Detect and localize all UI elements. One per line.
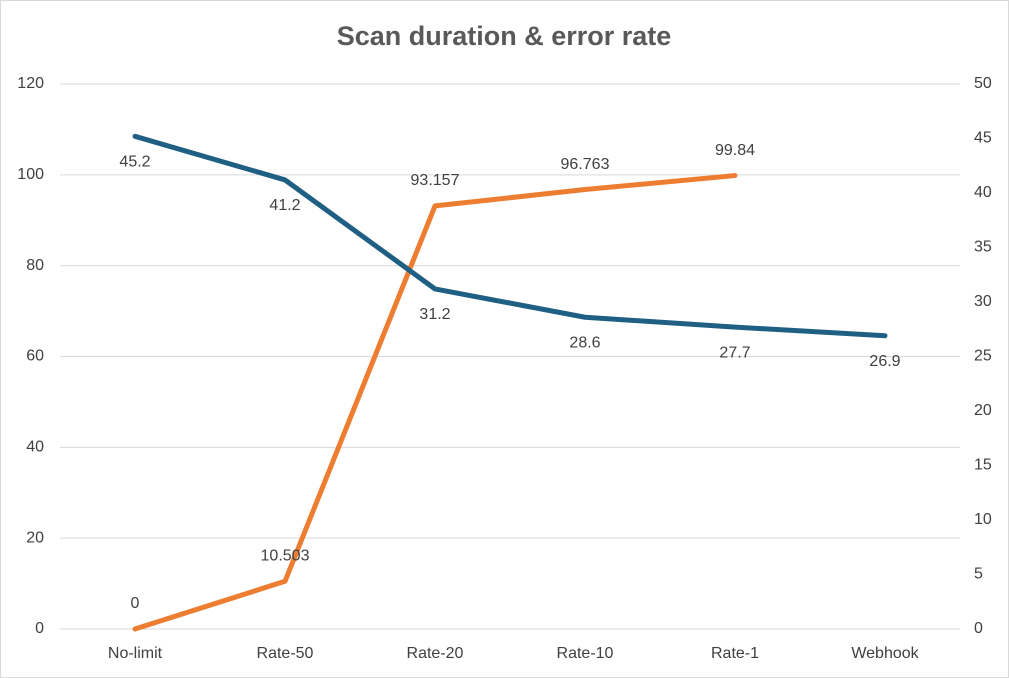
- y2-tick-label: 45: [974, 130, 992, 147]
- y2-tick-label: 5: [974, 566, 983, 583]
- x-tick-label: No-limit: [108, 645, 163, 662]
- y-tick-label: 120: [17, 75, 44, 92]
- y-tick-label: 40: [26, 439, 44, 456]
- y2-tick-label: 0: [974, 620, 983, 637]
- y2-tick-label: 10: [974, 511, 992, 528]
- chart-title: Scan duration & error rate: [337, 21, 672, 51]
- y-tick-label: 60: [26, 348, 44, 365]
- data-label: 26.9: [869, 353, 900, 370]
- data-label: 10.503: [261, 548, 310, 565]
- y2-tick-label: 35: [974, 239, 992, 256]
- data-label: 45.2: [119, 154, 150, 171]
- y2-tick-label: 50: [974, 75, 992, 92]
- x-tick-label: Webhook: [851, 645, 919, 662]
- x-tick-label: Rate-20: [407, 645, 464, 662]
- data-label: 27.7: [719, 344, 750, 361]
- y2-tick-label: 15: [974, 457, 992, 474]
- y-tick-label: 100: [17, 166, 44, 183]
- series-line: [132, 173, 738, 632]
- data-label: 0: [131, 595, 140, 612]
- data-label: 31.2: [419, 306, 450, 323]
- data-label: 93.157: [411, 172, 460, 189]
- data-label: 41.2: [269, 197, 300, 214]
- y-tick-label: 0: [35, 620, 44, 637]
- y2-tick-label: 20: [974, 402, 992, 419]
- data-label: 28.6: [569, 334, 600, 351]
- y2-tick-label: 30: [974, 293, 992, 310]
- series-line: [132, 133, 888, 339]
- y-tick-label: 20: [26, 529, 44, 546]
- x-tick-label: Rate-50: [257, 645, 314, 662]
- data-label: 96.763: [561, 156, 610, 173]
- x-tick-label: Rate-10: [557, 645, 614, 662]
- data-label: 99.84: [715, 142, 755, 159]
- x-tick-label: Rate-1: [711, 645, 759, 662]
- y-tick-label: 80: [26, 257, 44, 274]
- y2-tick-label: 25: [974, 348, 992, 365]
- y2-tick-label: 40: [974, 184, 992, 201]
